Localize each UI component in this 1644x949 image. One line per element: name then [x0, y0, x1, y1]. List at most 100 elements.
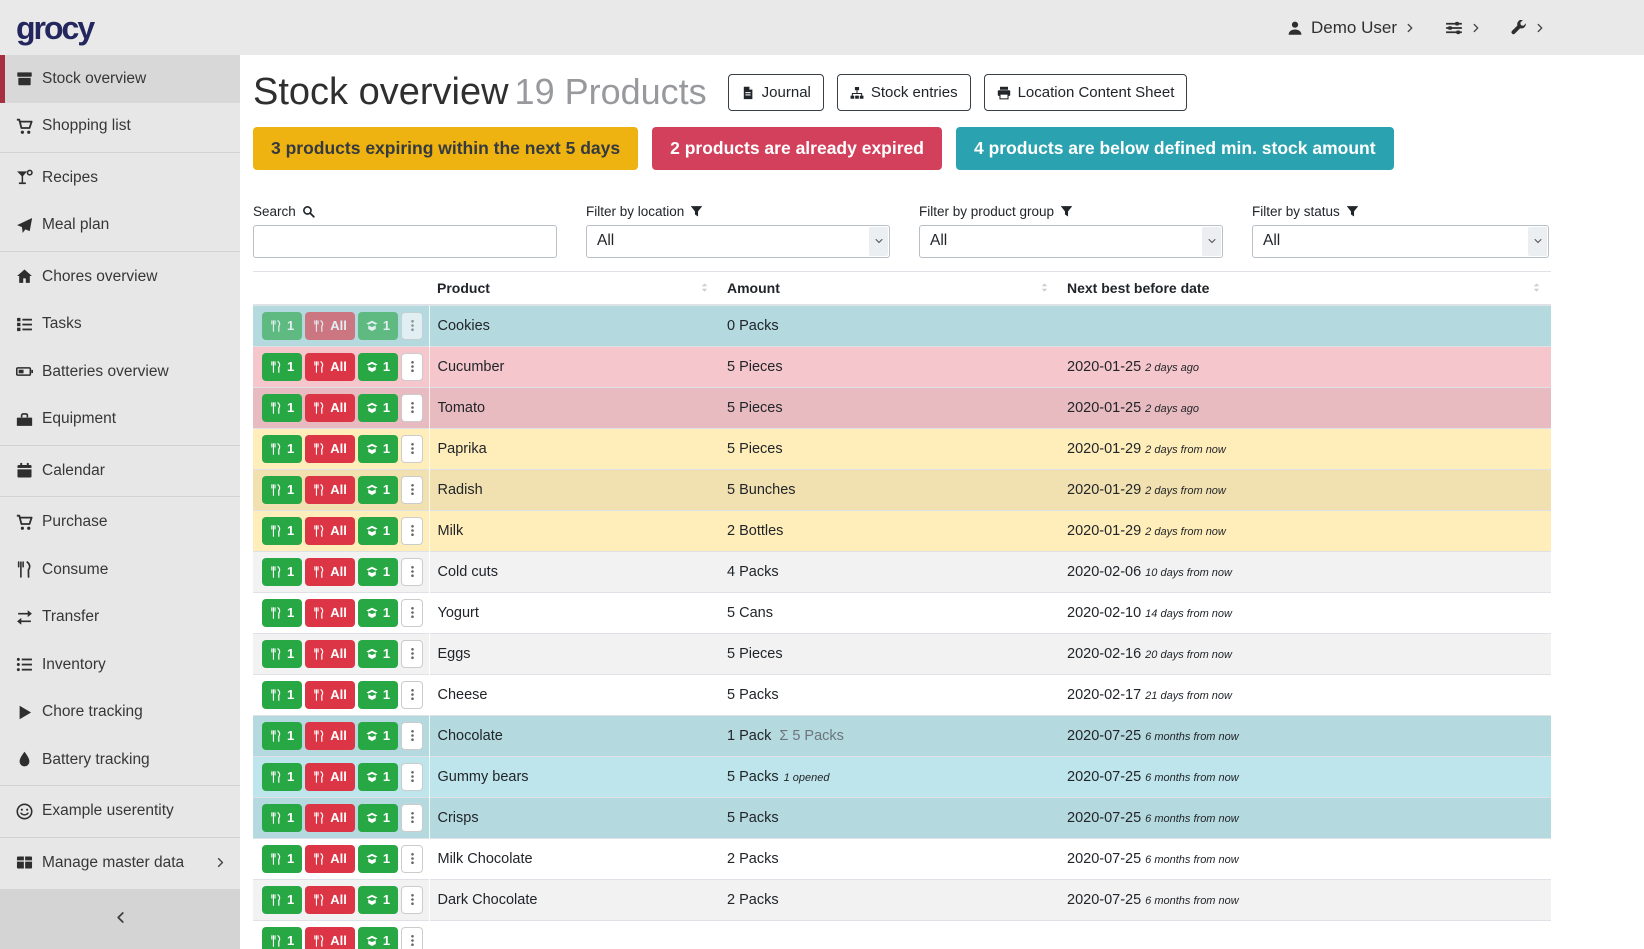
row-menu-button[interactable] — [401, 352, 424, 381]
consume-one-button[interactable]: 1 — [262, 844, 303, 873]
consume-all-button[interactable]: All — [305, 803, 355, 832]
open-one-button[interactable]: 1 — [357, 475, 399, 504]
consume-one-button[interactable]: 1 — [262, 434, 303, 463]
sidebar-item-battery-tracking[interactable]: Battery tracking — [0, 736, 240, 784]
sidebar-item-consume[interactable]: Consume — [0, 546, 240, 594]
column-header-product[interactable]: Product — [429, 270, 719, 307]
consume-all-button[interactable]: All — [305, 680, 355, 709]
row-menu-button[interactable] — [401, 393, 424, 422]
consume-all-button[interactable]: All — [305, 639, 355, 668]
sidebar-collapse-button[interactable] — [0, 889, 240, 949]
row-menu-button[interactable] — [401, 803, 424, 832]
sidebar-item-meal-plan[interactable]: Meal plan — [0, 202, 240, 250]
app-logo[interactable]: grocy — [16, 9, 95, 46]
consume-all-button[interactable]: All — [305, 393, 355, 422]
consume-one-button[interactable]: 1 — [262, 803, 303, 832]
sidebar-item-equipment[interactable]: Equipment — [0, 396, 240, 444]
consume-one-button[interactable]: 1 — [262, 475, 303, 504]
consume-all-button[interactable]: All — [305, 516, 355, 545]
row-menu-button[interactable] — [401, 434, 424, 463]
consume-all-button[interactable]: All — [305, 475, 355, 504]
row-menu-button[interactable] — [401, 516, 424, 545]
status-select[interactable]: All — [1252, 224, 1549, 258]
sidebar-item-inventory[interactable]: Inventory — [0, 641, 240, 689]
column-header-next-best-before-date[interactable]: Next best before date — [1059, 270, 1551, 307]
consume-all-button[interactable]: All — [305, 926, 355, 949]
consume-one-button[interactable]: 1 — [262, 598, 303, 627]
admin-menu[interactable] — [1511, 20, 1545, 36]
consume-one-button[interactable]: 1 — [262, 926, 303, 949]
consume-all-button[interactable]: All — [305, 762, 355, 791]
open-one-button[interactable]: 1 — [357, 393, 399, 422]
open-one-button[interactable]: 1 — [357, 803, 399, 832]
consume-all-button[interactable]: All — [305, 844, 355, 873]
row-menu-button[interactable] — [401, 598, 424, 627]
sidebar-item-calendar[interactable]: Calendar — [0, 447, 240, 495]
row-menu-button[interactable] — [401, 475, 424, 504]
sidebar-item-manage-master-data[interactable]: Manage master data — [0, 839, 240, 887]
row-menu-button[interactable] — [401, 639, 424, 668]
consume-one-button[interactable]: 1 — [262, 516, 303, 545]
consume-all-button[interactable]: All — [305, 311, 355, 340]
open-one-button[interactable]: 1 — [357, 885, 399, 914]
open-one-button[interactable]: 1 — [357, 516, 399, 545]
row-menu-button[interactable] — [401, 926, 424, 949]
consume-one-button[interactable]: 1 — [262, 762, 303, 791]
open-one-button[interactable]: 1 — [357, 598, 399, 627]
location-content-sheet-button[interactable]: Location Content Sheet — [983, 74, 1188, 112]
location-select[interactable]: All — [586, 224, 890, 258]
open-one-button[interactable]: 1 — [357, 844, 399, 873]
stock-entries-button[interactable]: Stock entries — [836, 74, 971, 112]
open-one-button[interactable]: 1 — [357, 639, 399, 668]
journal-button[interactable]: Journal — [727, 74, 824, 112]
sidebar-item-batteries-overview[interactable]: Batteries overview — [0, 348, 240, 396]
sidebar-item-chores-overview[interactable]: Chores overview — [0, 253, 240, 301]
row-menu-button[interactable] — [401, 557, 424, 586]
open-one-button[interactable]: 1 — [357, 352, 399, 381]
sidebar-item-chore-tracking[interactable]: Chore tracking — [0, 689, 240, 737]
row-menu-button[interactable] — [401, 762, 424, 791]
open-one-button[interactable]: 1 — [357, 762, 399, 791]
sidebar-item-example-userentity[interactable]: Example userentity — [0, 788, 240, 836]
open-one-button[interactable]: 1 — [357, 557, 399, 586]
consume-one-button[interactable]: 1 — [262, 721, 303, 750]
consume-one-button[interactable]: 1 — [262, 639, 303, 668]
user-menu[interactable]: Demo User — [1287, 18, 1415, 38]
expiring-alert[interactable]: 3 products expiring within the next 5 da… — [253, 126, 639, 170]
row-menu-button[interactable] — [401, 311, 424, 340]
sidebar-item-transfer[interactable]: Transfer — [0, 594, 240, 642]
sidebar-item-stock-overview[interactable]: Stock overview — [0, 55, 240, 103]
consume-one-button[interactable]: 1 — [262, 311, 303, 340]
sort-icon[interactable] — [1038, 281, 1051, 294]
consume-all-button[interactable]: All — [305, 598, 355, 627]
sidebar-item-purchase[interactable]: Purchase — [0, 499, 240, 547]
consume-one-button[interactable]: 1 — [262, 885, 303, 914]
consume-all-button[interactable]: All — [305, 721, 355, 750]
consume-one-button[interactable]: 1 — [262, 557, 303, 586]
search-input[interactable] — [253, 224, 557, 258]
row-menu-button[interactable] — [401, 885, 424, 914]
consume-one-button[interactable]: 1 — [262, 680, 303, 709]
sort-icon[interactable] — [698, 281, 711, 294]
open-one-button[interactable]: 1 — [357, 721, 399, 750]
sidebar-item-tasks[interactable]: Tasks — [0, 301, 240, 349]
row-menu-button[interactable] — [401, 680, 424, 709]
column-header-amount[interactable]: Amount — [719, 270, 1059, 307]
consume-all-button[interactable]: All — [305, 885, 355, 914]
sort-icon[interactable] — [1530, 281, 1543, 294]
open-one-button[interactable]: 1 — [357, 311, 399, 340]
consume-all-button[interactable]: All — [305, 557, 355, 586]
consume-one-button[interactable]: 1 — [262, 352, 303, 381]
sidebar-item-recipes[interactable]: Recipes — [0, 154, 240, 202]
open-one-button[interactable]: 1 — [357, 680, 399, 709]
consume-all-button[interactable]: All — [305, 434, 355, 463]
open-one-button[interactable]: 1 — [357, 434, 399, 463]
consume-all-button[interactable]: All — [305, 352, 355, 381]
row-menu-button[interactable] — [401, 721, 424, 750]
open-one-button[interactable]: 1 — [357, 926, 399, 949]
consume-one-button[interactable]: 1 — [262, 393, 303, 422]
below-min-stock-alert[interactable]: 4 products are below defined min. stock … — [955, 126, 1394, 170]
row-menu-button[interactable] — [401, 844, 424, 873]
product-group-select[interactable]: All — [919, 224, 1223, 258]
expired-alert[interactable]: 2 products are already expired — [652, 126, 942, 170]
